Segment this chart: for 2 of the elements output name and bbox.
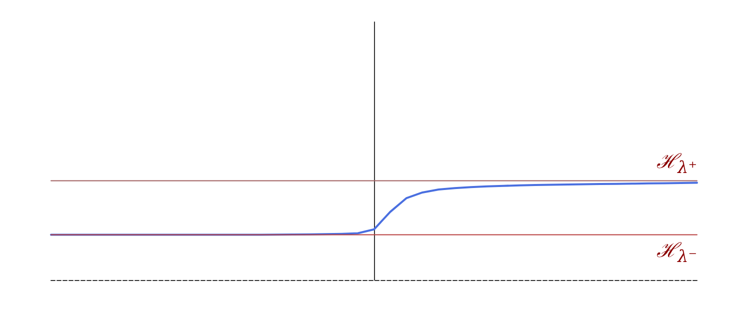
series-label: ℋ$_{λ⁺}$ bbox=[656, 148, 697, 179]
series-label: ℋ$_{λ⁻}$ bbox=[656, 238, 697, 268]
